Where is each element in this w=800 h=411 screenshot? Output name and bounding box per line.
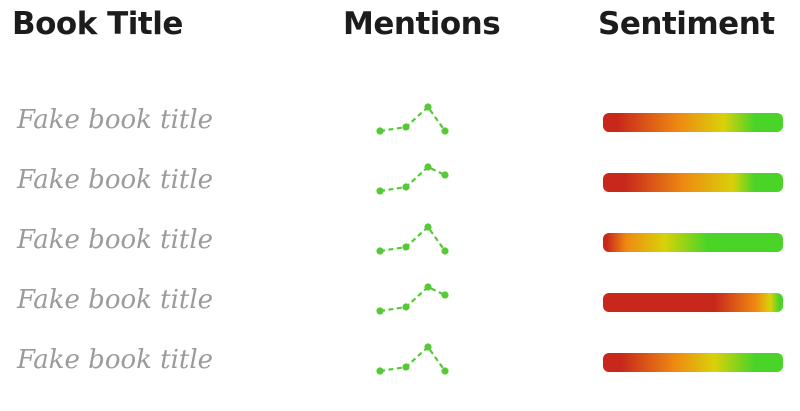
sentiment-bar [603,113,783,132]
sparkline-point [376,127,384,135]
mentions-header: Mentions [343,6,501,42]
mentions-sparkline [376,283,449,315]
sparkline-line [379,105,446,133]
sparkline-point [441,291,449,299]
sparkline-point [424,283,432,291]
sparkline-point [441,127,449,135]
mentions-sparkline [376,223,449,255]
sparkline-point [376,247,384,255]
sparkline-line [379,285,446,313]
sparkline-point [424,223,432,231]
book-title: Fake book title [17,165,214,195]
sparkline-line [379,345,446,373]
sparkline-point [376,367,384,375]
sparkline-point [402,363,410,371]
sparkline-point [441,171,449,179]
table-row: Fake book title [0,223,800,285]
sparkline-point [441,367,449,375]
sparkline-line [379,225,446,253]
sentiment-bar [603,233,783,252]
sparkline-point [402,243,410,251]
table-row: Fake book title [0,163,800,225]
table-row: Fake book title [0,343,800,405]
sentiment-bar [603,293,783,312]
sentiment-bar [603,173,783,192]
sparkline-point [402,303,410,311]
book-title: Fake book title [17,225,214,255]
sparkline-point [402,123,410,131]
sparkline-point [376,307,384,315]
sparkline-point [441,247,449,255]
mentions-sparkline [376,343,449,375]
sparkline-point [424,343,432,351]
sparkline-point [376,187,384,195]
mentions-sparkline [376,163,449,195]
book-title-header: Book Title [12,6,183,42]
table-row: Fake book title [0,283,800,345]
sparkline-point [424,103,432,111]
sentiment-header: Sentiment [598,6,775,42]
sparkline-point [424,163,432,171]
book-title: Fake book title [17,105,214,135]
sentiment-bar [603,353,783,372]
book-title: Fake book title [17,285,214,315]
book-title: Fake book title [17,345,214,375]
table-row: Fake book title [0,103,800,165]
mentions-sparkline [376,103,449,135]
sparkline-point [402,183,410,191]
sparkline-line [379,165,446,193]
